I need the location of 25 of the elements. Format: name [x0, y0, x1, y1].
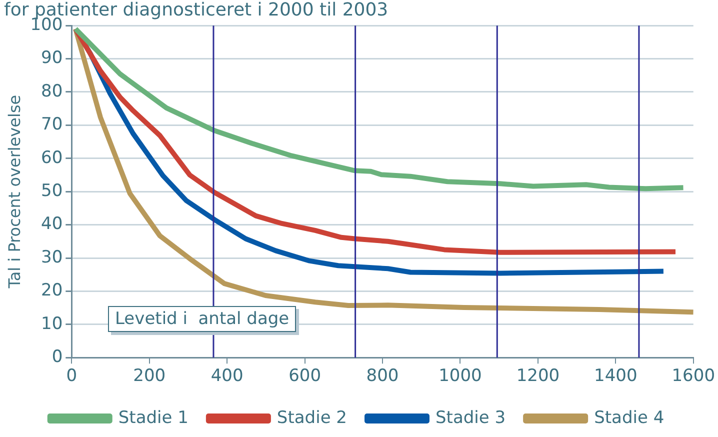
legend-label: Stadie 2: [276, 408, 348, 428]
y-axis-title: Tal i Procent overlevelse: [4, 94, 24, 290]
y-tick-label: 0: [52, 347, 63, 368]
y-tick-label: 80: [41, 81, 63, 102]
y-tick-label: 60: [41, 148, 63, 168]
legend-label: Stadie 4: [594, 408, 664, 428]
x-tick-label: 1000: [438, 366, 482, 386]
y-tick-label: 70: [41, 114, 63, 135]
y-tick-label: 20: [41, 280, 63, 301]
x-tick-label: 1200: [516, 366, 560, 386]
x-tick-label: 800: [366, 366, 399, 386]
legend-label: Stadie 3: [436, 408, 506, 428]
x-tick-label: 200: [133, 366, 166, 386]
x-tick-label: 600: [288, 366, 322, 386]
x-tick-label: 400: [210, 366, 244, 386]
legend-label: Stadie 1: [118, 408, 188, 428]
y-tick-label: 50: [41, 181, 63, 202]
y-tick-label: 10: [41, 314, 63, 334]
x-tick-label: 1600: [672, 366, 715, 386]
x-axis-title: Levetid i antal dage: [108, 306, 296, 332]
y-tick-label: 30: [41, 247, 63, 268]
x-tick-label: 0: [66, 366, 78, 386]
x-tick-label: 1400: [594, 366, 638, 386]
y-tick-label: 90: [41, 48, 63, 68]
y-tick-label: 40: [41, 214, 63, 234]
